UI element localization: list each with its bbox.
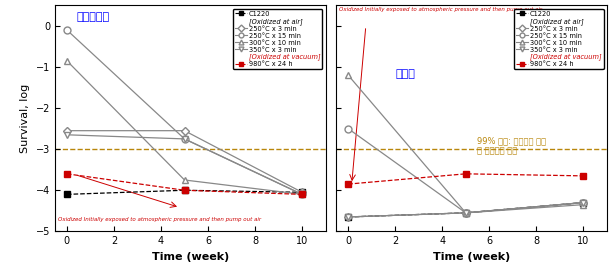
Text: Oxidized Initially exposed to atmospheric pressure and then pump out air: Oxidized Initially exposed to atmospheri…	[339, 6, 543, 12]
X-axis label: Time (week): Time (week)	[152, 252, 229, 262]
Text: 99% 살균: 살균성이 있다
고 판단되는 기준: 99% 살균: 살균성이 있다 고 판단되는 기준	[477, 136, 546, 156]
Text: 포도상구균: 포도상구균	[77, 12, 110, 22]
Text: Oxidized Initially exposed to atmospheric pressure and then pump out air: Oxidized Initially exposed to atmospheri…	[58, 217, 261, 222]
Text: 대장균: 대장균	[396, 69, 416, 79]
Y-axis label: Survival, log: Survival, log	[20, 84, 31, 153]
X-axis label: Time (week): Time (week)	[433, 252, 510, 262]
Legend: C1220, [Oxidized at air], 250°C x 3 min, 250°C x 15 min, 300°C x 10 min, 350°C x: C1220, [Oxidized at air], 250°C x 3 min,…	[514, 9, 604, 69]
Legend: C1220, [Oxidized at air], 250°C x 3 min, 250°C x 15 min, 300°C x 10 min, 350°C x: C1220, [Oxidized at air], 250°C x 3 min,…	[233, 9, 322, 69]
